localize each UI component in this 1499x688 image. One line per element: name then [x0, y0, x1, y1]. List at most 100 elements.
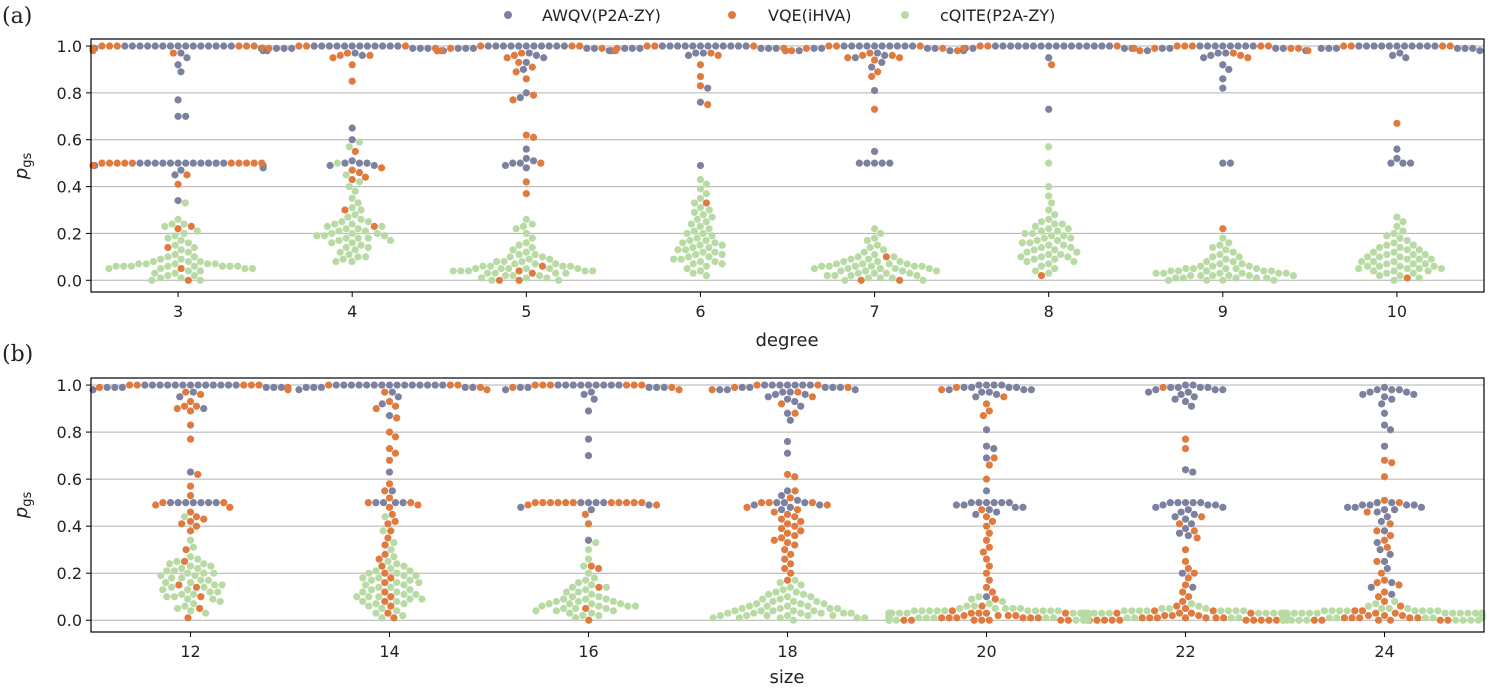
- data-point-vqe: [528, 63, 536, 71]
- data-point-awqv: [1225, 65, 1233, 74]
- data-point-vqe: [391, 402, 400, 410]
- y-axis-ticks-b: 0.00.20.40.60.81.0: [57, 376, 91, 630]
- data-point-cqite: [1313, 609, 1321, 617]
- data-point-cqite: [333, 159, 341, 167]
- data-point-awqv: [522, 164, 530, 172]
- panel-label-a: (a): [2, 4, 32, 29]
- data-point-awqv: [401, 381, 409, 389]
- data-point-cqite: [1186, 272, 1195, 280]
- data-point-cqite: [1456, 609, 1464, 617]
- data-point-cqite: [532, 607, 540, 615]
- data-point-awqv: [806, 381, 814, 389]
- data-point-awqv: [1393, 42, 1401, 50]
- data-point-cqite: [602, 595, 610, 603]
- data-point-awqv: [836, 383, 845, 392]
- data-point-cqite: [763, 611, 771, 620]
- data-point-vqe: [1209, 607, 1217, 615]
- data-point-awqv: [171, 171, 179, 179]
- data-point-awqv: [121, 42, 129, 50]
- data-point-vqe: [378, 562, 386, 570]
- data-point-cqite: [1275, 269, 1283, 277]
- data-point-awqv: [1184, 531, 1192, 540]
- data-point-awqv: [692, 49, 700, 57]
- data-point-cqite: [209, 595, 217, 603]
- data-point-awqv: [1476, 47, 1484, 55]
- data-point-cqite: [918, 607, 926, 615]
- data-point-cqite: [1372, 600, 1380, 608]
- data-point-vqe: [731, 383, 739, 392]
- data-point-vqe: [173, 404, 181, 413]
- data-point-awqv: [1187, 520, 1196, 528]
- data-point-awqv: [519, 65, 528, 74]
- data-point-cqite: [1396, 253, 1404, 261]
- data-point-cqite: [991, 604, 999, 613]
- data-point-cqite: [1037, 218, 1046, 226]
- data-point-awqv: [1388, 499, 1396, 507]
- data-point-awqv: [886, 159, 894, 167]
- data-point-awqv: [645, 501, 653, 509]
- data-point-cqite: [566, 262, 575, 270]
- data-point-cqite: [750, 609, 758, 617]
- data-point-cqite: [1073, 248, 1081, 256]
- data-point-vqe: [1136, 47, 1144, 55]
- data-point-vqe: [1386, 531, 1395, 540]
- data-point-awqv: [615, 381, 623, 389]
- data-point-cqite: [861, 267, 870, 275]
- data-point-cqite: [574, 579, 583, 587]
- data-point-cqite: [689, 260, 697, 268]
- data-point-cqite: [528, 220, 536, 228]
- data-point-cqite: [342, 234, 350, 242]
- data-point-awqv: [982, 593, 991, 601]
- data-point-awqv: [182, 499, 190, 507]
- data-point-cqite: [823, 272, 831, 280]
- data-point-cqite: [1252, 274, 1261, 282]
- data-point-cqite: [915, 614, 923, 622]
- data-point-cqite: [1245, 262, 1253, 270]
- data-point-cqite: [157, 571, 165, 580]
- data-point-cqite: [365, 602, 373, 610]
- data-point-vqe: [985, 576, 993, 584]
- data-point-cqite: [858, 260, 867, 268]
- data-point-cqite: [584, 555, 593, 563]
- data-point-cqite: [584, 546, 593, 554]
- data-point-cqite: [922, 614, 930, 622]
- data-point-cqite: [1430, 262, 1438, 270]
- data-point-cqite: [1232, 274, 1240, 282]
- data-point-vqe: [1064, 616, 1072, 624]
- data-point-vqe: [783, 539, 792, 547]
- data-point-vqe: [1272, 616, 1281, 624]
- data-point-cqite: [1290, 609, 1298, 617]
- data-point-awqv: [1380, 383, 1389, 392]
- data-point-vqe: [791, 487, 799, 495]
- data-point-awqv: [189, 159, 197, 167]
- data-point-cqite: [797, 600, 805, 608]
- data-point-cqite: [789, 597, 798, 606]
- data-point-cqite: [677, 255, 685, 263]
- data-point-cqite: [699, 229, 707, 238]
- data-point-cqite: [1390, 276, 1398, 284]
- data-point-vqe: [1340, 42, 1348, 50]
- data-point-cqite: [1383, 241, 1391, 249]
- data-point-awqv: [469, 383, 477, 392]
- data-point-vqe: [1057, 616, 1065, 624]
- data-point-vqe: [372, 404, 380, 413]
- data-point-vqe: [348, 61, 356, 69]
- data-point-cqite: [1165, 604, 1174, 613]
- data-point-cqite: [763, 602, 771, 610]
- data-point-cqite: [711, 257, 719, 266]
- data-point-vqe: [982, 400, 991, 408]
- y-axis-label-b: pgs: [11, 492, 35, 520]
- data-point-awqv: [1469, 44, 1477, 52]
- data-point-awqv: [972, 510, 980, 519]
- data-point-awqv: [795, 47, 803, 55]
- data-point-cqite: [357, 241, 365, 249]
- data-point-cqite: [184, 267, 192, 275]
- data-point-vqe: [476, 383, 485, 392]
- data-point-cqite: [1427, 255, 1435, 263]
- data-point-cqite: [1343, 607, 1351, 615]
- data-point-cqite: [1179, 274, 1187, 282]
- data-point-awqv: [553, 42, 561, 50]
- data-point-awqv: [1396, 49, 1404, 57]
- data-point-awqv: [151, 42, 159, 50]
- data-point-awqv: [1431, 42, 1439, 50]
